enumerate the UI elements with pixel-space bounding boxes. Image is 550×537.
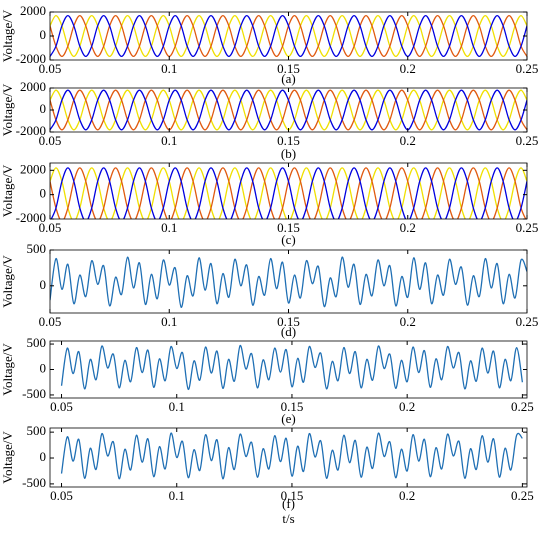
x-tick-label: 0.05 bbox=[39, 314, 62, 329]
x-tick-label: 0.2 bbox=[400, 314, 416, 329]
plot-frame bbox=[49, 162, 528, 220]
x-tick-label: 0.05 bbox=[50, 488, 73, 503]
x-tick-label: 0.05 bbox=[39, 61, 62, 76]
y-tick-label: 0 bbox=[40, 101, 47, 116]
x-tick-label: 0.1 bbox=[169, 488, 185, 503]
x-tick-label: 0.25 bbox=[516, 61, 539, 76]
y-axis-label: Voltage/V bbox=[0, 431, 15, 484]
x-tick-label: 0.1 bbox=[161, 133, 177, 148]
x-tick-label: 0.05 bbox=[39, 133, 62, 148]
panel-caption: (a) bbox=[281, 71, 295, 86]
x-tick-label: 0.1 bbox=[161, 314, 177, 329]
y-tick-label: -2000 bbox=[16, 123, 46, 138]
y-tick-label: 500 bbox=[27, 241, 47, 256]
y-axis-label: Voltage/V bbox=[0, 164, 15, 217]
x-tick-label: 0.1 bbox=[161, 220, 177, 235]
series-line bbox=[50, 167, 527, 219]
series-line bbox=[60, 432, 523, 480]
x-tick-label: 0.05 bbox=[39, 220, 62, 235]
series-line bbox=[50, 89, 527, 131]
series-line bbox=[50, 167, 527, 219]
x-tick-label: 0.15 bbox=[281, 399, 304, 414]
y-tick-label: 500 bbox=[27, 335, 47, 350]
y-axis-label: Voltage/V bbox=[0, 343, 15, 396]
series-line bbox=[50, 14, 527, 58]
plot-frame bbox=[49, 87, 528, 133]
x-tick-label: 0.25 bbox=[516, 220, 539, 235]
x-tick-label: 0.15 bbox=[277, 61, 300, 76]
series-line bbox=[50, 256, 527, 308]
series-line bbox=[60, 344, 524, 391]
y-axis-label: Voltage/V bbox=[0, 255, 15, 308]
y-tick-label: -500 bbox=[22, 475, 46, 490]
y-axis-label: Voltage/V bbox=[0, 9, 15, 62]
panel-caption: (f) bbox=[282, 496, 295, 511]
plot-frame bbox=[49, 11, 528, 61]
panel-caption: (c) bbox=[281, 232, 295, 247]
y-tick-label: 2000 bbox=[20, 161, 46, 176]
y-tick-label: 2000 bbox=[20, 3, 46, 18]
y-tick-label: -500 bbox=[22, 386, 46, 401]
x-tick-label: 0.25 bbox=[511, 399, 534, 414]
y-tick-label: 2000 bbox=[20, 79, 46, 94]
series-line bbox=[50, 167, 527, 219]
x-tick-label: 0.15 bbox=[281, 488, 304, 503]
plot-frame bbox=[49, 340, 528, 399]
plot-frame bbox=[49, 427, 528, 488]
y-tick-label: 0 bbox=[40, 186, 47, 201]
panel-caption: (b) bbox=[281, 146, 296, 161]
x-tick-label: 0.2 bbox=[399, 399, 415, 414]
x-tick-label: 0.2 bbox=[400, 61, 416, 76]
series-line bbox=[50, 89, 527, 131]
y-tick-label: 0 bbox=[40, 277, 47, 292]
y-tick-label: -2000 bbox=[16, 51, 46, 66]
y-tick-label: 0 bbox=[40, 27, 47, 42]
y-tick-label: 0 bbox=[40, 449, 47, 464]
x-tick-label: 0.2 bbox=[400, 220, 416, 235]
x-tick-label: 0.25 bbox=[511, 488, 534, 503]
x-tick-label: 0.25 bbox=[516, 133, 539, 148]
x-tick-label: 0.1 bbox=[161, 61, 177, 76]
x-tick-label: 0.15 bbox=[277, 133, 300, 148]
x-tick-label: 0.1 bbox=[169, 399, 185, 414]
panel-caption: (d) bbox=[281, 324, 296, 339]
x-tick-label: 0.25 bbox=[516, 314, 539, 329]
y-tick-label: -2000 bbox=[16, 210, 46, 225]
y-tick-label: 0 bbox=[40, 360, 47, 375]
x-axis-label: t/s bbox=[282, 511, 294, 526]
x-tick-label: 0.2 bbox=[399, 488, 415, 503]
x-tick-label: 0.2 bbox=[400, 133, 416, 148]
y-axis-label: Voltage/V bbox=[0, 83, 15, 136]
series-line bbox=[50, 89, 527, 131]
x-tick-label: 0.15 bbox=[277, 220, 300, 235]
x-tick-label: 0.05 bbox=[50, 399, 73, 414]
series-line bbox=[50, 14, 527, 58]
panel-caption: (e) bbox=[281, 411, 295, 426]
y-tick-label: 500 bbox=[27, 423, 47, 438]
series-line bbox=[50, 14, 527, 58]
x-tick-label: 0.15 bbox=[277, 314, 300, 329]
